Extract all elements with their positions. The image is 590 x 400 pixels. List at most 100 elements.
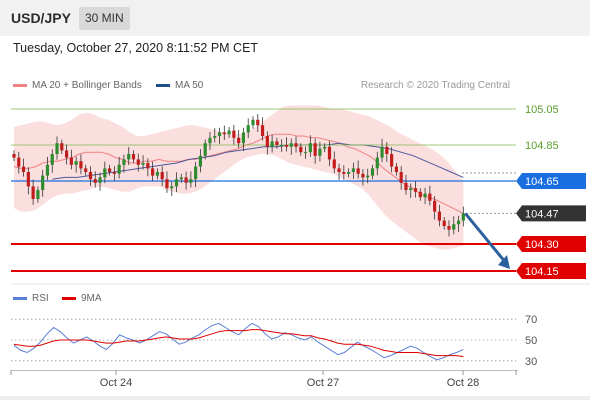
legend-swatch: [62, 297, 76, 300]
candle-body: [103, 168, 107, 178]
candle-body: [409, 188, 413, 190]
bottom-divider: [0, 396, 590, 400]
candle-body: [294, 143, 298, 147]
candle-body: [413, 188, 418, 192]
chart-header: USD/JPY 30 MIN: [0, 0, 590, 36]
timeframe-button[interactable]: 30 MIN: [79, 7, 130, 30]
candle-body: [26, 172, 30, 187]
legend-label: MA 20 + Bollinger Bands: [32, 80, 142, 91]
candle-body: [88, 172, 93, 180]
candle-body: [342, 172, 346, 174]
candle-body: [246, 125, 250, 133]
candle-body: [217, 132, 222, 136]
candle-body: [303, 152, 308, 154]
candle-body: [21, 166, 26, 172]
candle-body: [60, 143, 64, 151]
forecast-arrowhead: [498, 255, 510, 269]
candle-body: [151, 168, 155, 176]
price-tag-label: 104.65: [525, 176, 559, 188]
x-tick-label: Oct 28: [447, 377, 479, 389]
bollinger-band: [14, 105, 464, 250]
candle-body: [447, 226, 451, 230]
candle-body: [12, 154, 16, 158]
candle-body: [251, 119, 255, 126]
x-axis-line: [11, 370, 518, 371]
rsi-tick-label: 50: [525, 335, 537, 347]
candle-body: [256, 119, 260, 126]
candle-body: [370, 168, 375, 176]
rsi-tick-label: 30: [525, 356, 537, 368]
candle-body: [437, 211, 442, 221]
price-tag: [516, 173, 586, 189]
legend-label: MA 50: [175, 80, 204, 91]
candle-body: [380, 146, 384, 158]
candle-body: [55, 143, 59, 154]
candle-body: [222, 132, 226, 135]
candle-body: [356, 168, 360, 174]
candle-body: [41, 175, 45, 190]
candle-body: [31, 186, 35, 199]
candle-body: [117, 164, 121, 174]
candle-body: [461, 213, 465, 221]
candle-body: [112, 172, 116, 174]
candle-body: [50, 154, 54, 165]
candle-body: [127, 154, 131, 160]
legend-swatch: [13, 297, 27, 300]
candle-body: [299, 146, 303, 153]
price-tag: [516, 263, 586, 279]
timestamp-line: Tuesday, October 27, 2020 8:11:52 PM CET: [13, 41, 259, 55]
candle-body: [69, 157, 73, 165]
candle-body: [280, 145, 284, 146]
research-credit: Research © 2020 Trading Central: [360, 80, 510, 91]
candle-body: [265, 136, 269, 147]
candle-body: [241, 132, 246, 144]
candle-body: [394, 166, 398, 172]
candle-body: [399, 172, 403, 183]
candle-body: [64, 150, 69, 158]
legend-rsi: RSI: [13, 293, 49, 304]
candle-body: [45, 164, 50, 176]
price-tag-label: 104.30: [525, 239, 559, 251]
candle-body: [260, 125, 265, 136]
candle-body: [160, 172, 164, 180]
candle-body: [404, 182, 408, 190]
candle-body: [131, 154, 136, 160]
legend-ma20-bollinger: MA 20 + Bollinger Bands: [13, 80, 142, 91]
candle-body: [17, 157, 21, 167]
price-tag: [516, 236, 586, 252]
candle-body: [203, 143, 207, 156]
candle-body: [433, 200, 437, 212]
candle-body: [184, 177, 188, 183]
candle-body: [79, 161, 83, 169]
ma20-line: [13, 133, 464, 214]
candle-body: [452, 224, 456, 230]
candle-body: [237, 137, 241, 144]
candle-body: [208, 137, 212, 144]
candle-body: [93, 179, 97, 183]
price-tag: [516, 205, 586, 222]
candle-body: [428, 193, 432, 201]
rsi-ma-line: [13, 329, 464, 358]
price-tag-label: 104.47: [525, 208, 559, 220]
candle-body: [323, 146, 327, 149]
candle-body: [174, 179, 179, 187]
rsi-tick-label: 70: [525, 314, 537, 326]
candle-body: [179, 177, 183, 180]
candle-body: [194, 166, 198, 180]
candle-body: [390, 154, 394, 167]
candle-body: [155, 172, 159, 176]
candle-body: [165, 179, 169, 189]
candle-body: [347, 172, 351, 174]
legend-9ma: 9MA: [62, 293, 102, 304]
legend-ma50: MA 50: [156, 80, 203, 91]
candle-body: [146, 163, 150, 169]
legend-label: 9MA: [81, 293, 102, 304]
candle-body: [136, 159, 140, 165]
candle-body: [270, 141, 274, 147]
candle-body: [227, 130, 231, 135]
candle-body: [284, 145, 289, 147]
candle-body: [423, 193, 427, 198]
candle-body: [141, 163, 145, 165]
candle-body: [108, 168, 112, 172]
